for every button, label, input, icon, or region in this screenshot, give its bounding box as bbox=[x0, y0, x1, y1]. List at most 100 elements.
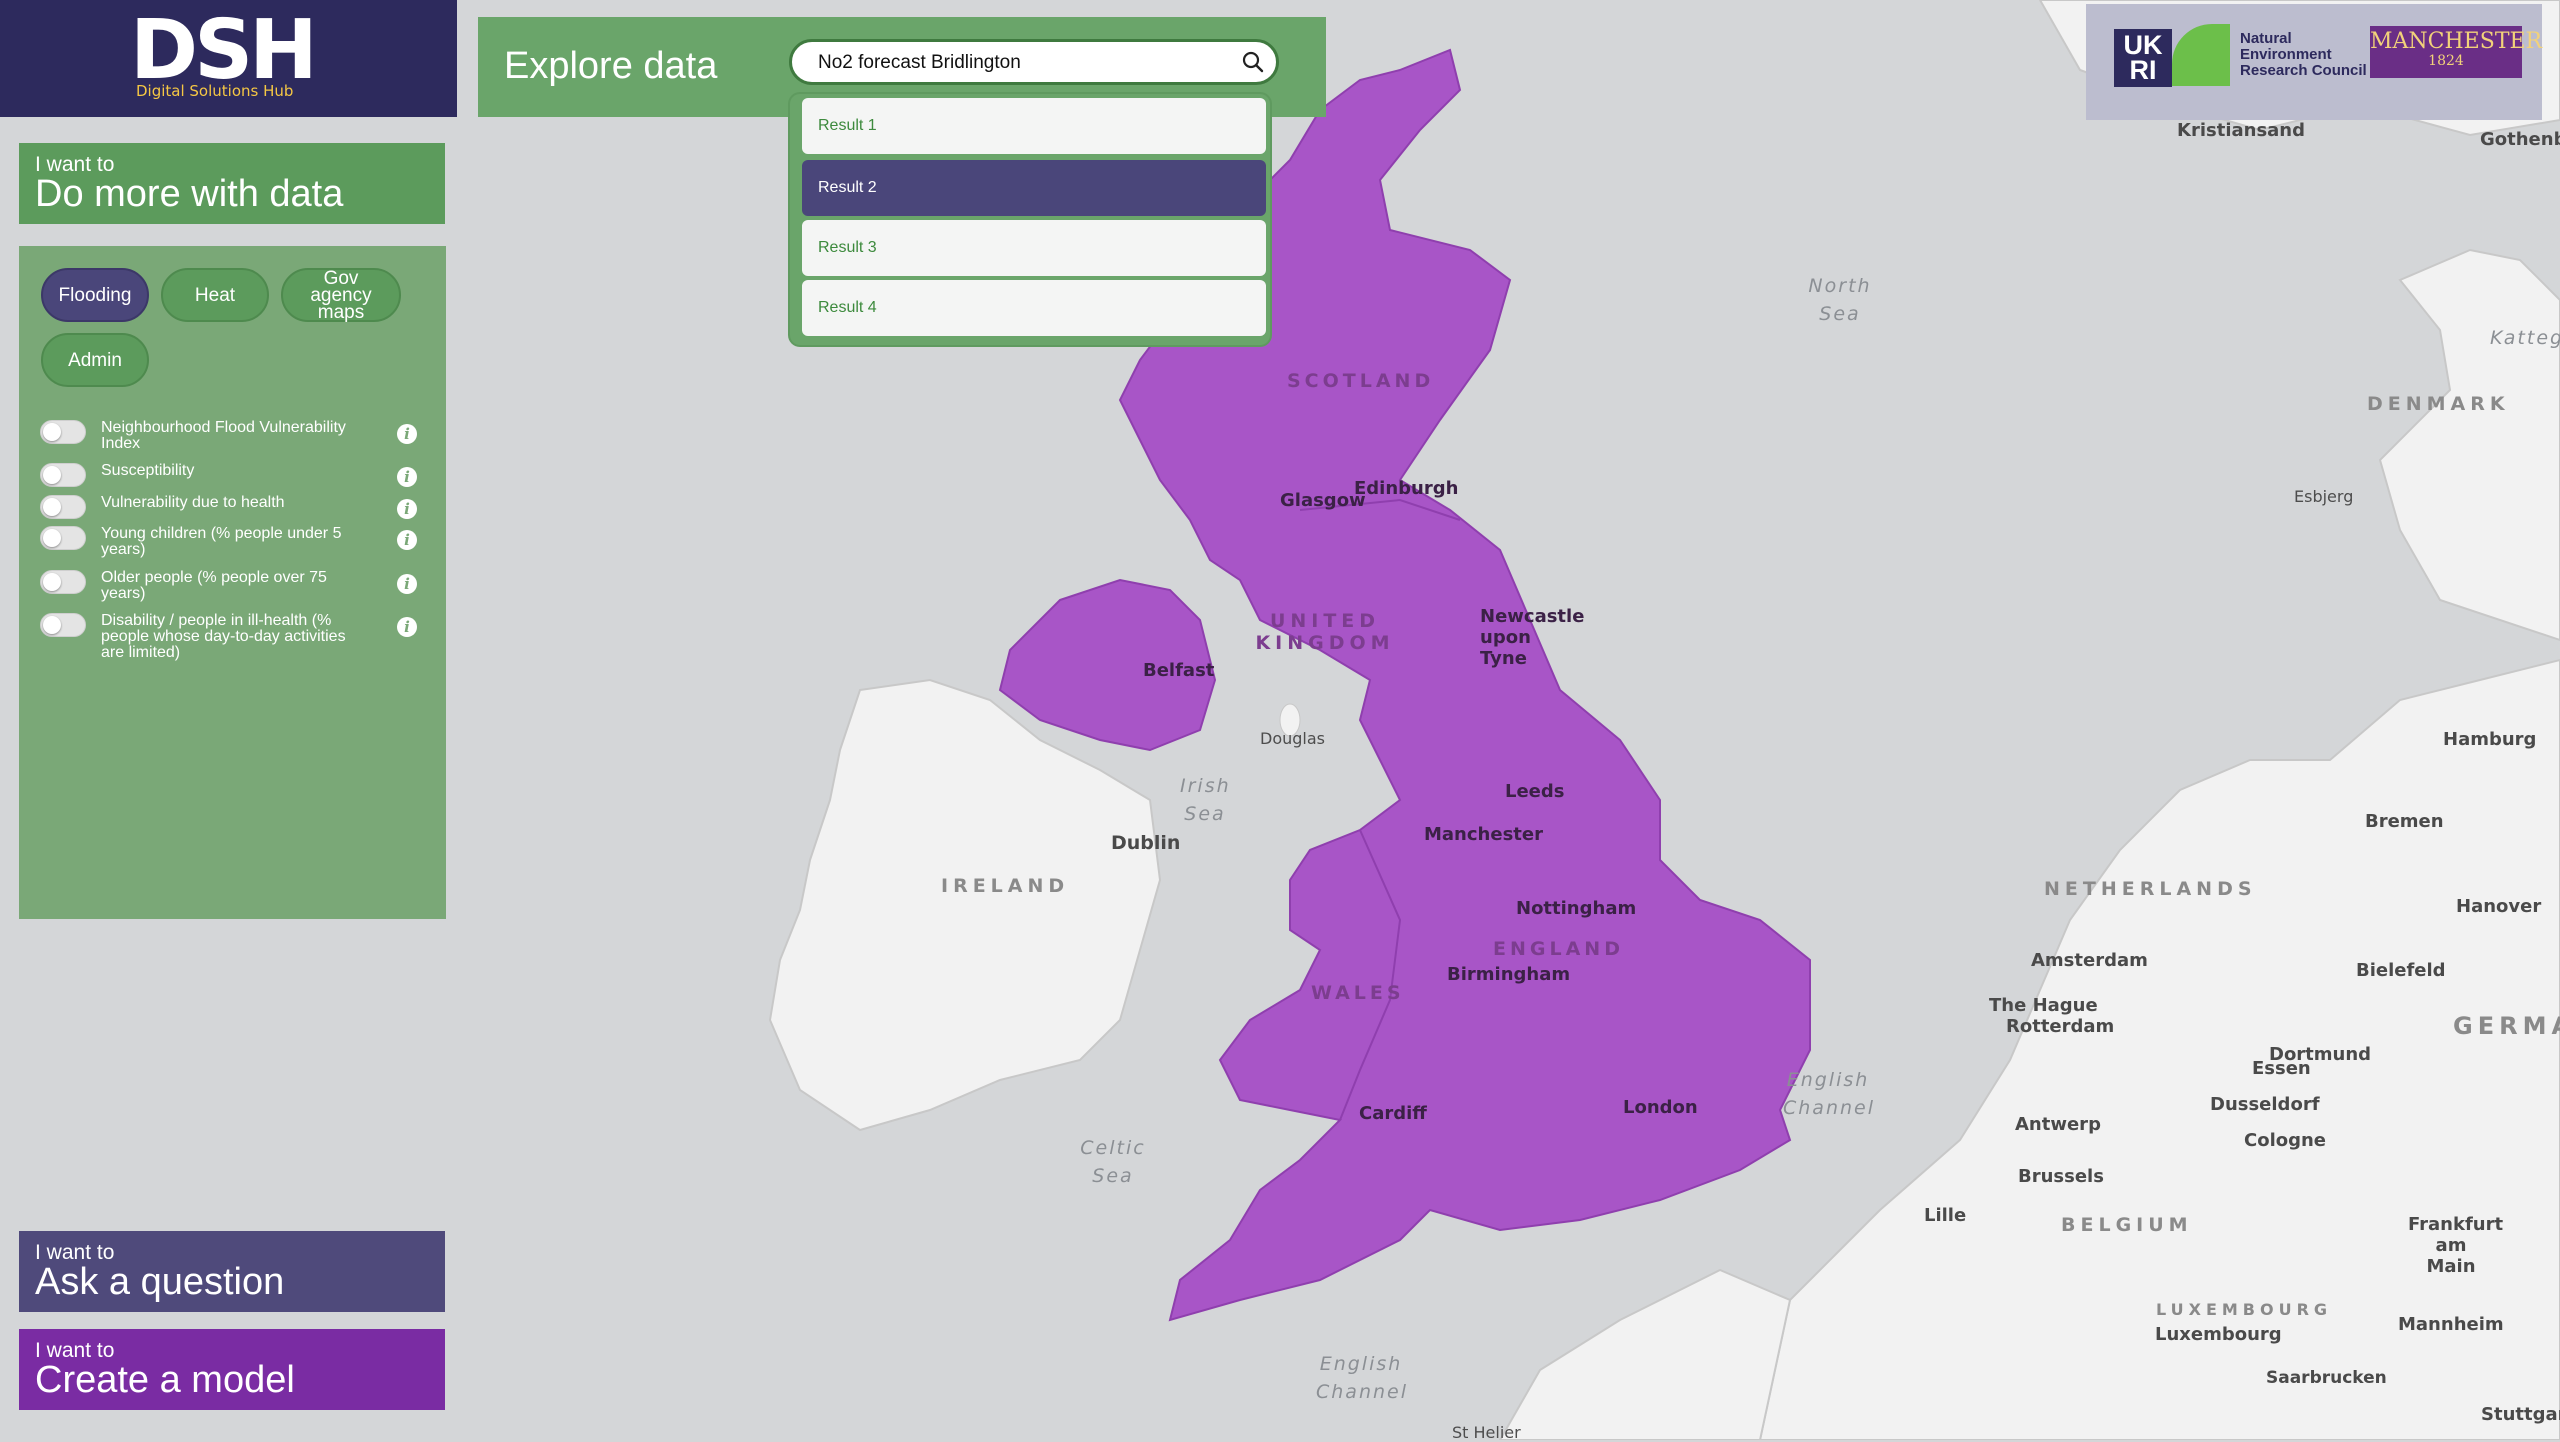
ask-label: Ask a question bbox=[35, 1261, 285, 1303]
category-chip-flooding[interactable]: Flooding bbox=[41, 268, 149, 322]
layer-toggle[interactable] bbox=[40, 526, 86, 550]
map-label-city: Birmingham bbox=[1447, 964, 1571, 985]
search-result-item[interactable]: Result 4 bbox=[802, 280, 1266, 336]
france-landmass bbox=[1498, 1268, 1792, 1440]
map-label-city: Manchester bbox=[1424, 824, 1543, 845]
map-label-sea: English Channel bbox=[1783, 1069, 1876, 1119]
scotland-england-border bbox=[1299, 498, 1461, 521]
map-label-city: Newcastle upon Tyne bbox=[1480, 606, 1585, 669]
search-result-item[interactable]: Result 1 bbox=[802, 98, 1266, 154]
map-label-city: Dublin bbox=[1111, 832, 1181, 854]
category-chip-heat[interactable]: Heat bbox=[161, 268, 269, 322]
map-label-city: London bbox=[1623, 1097, 1698, 1118]
search-box[interactable] bbox=[789, 39, 1279, 85]
map-label-city: Bremen bbox=[2365, 811, 2444, 832]
do-more-with-data-button[interactable]: I want to Do more with data bbox=[19, 143, 445, 224]
create-prefix: I want to bbox=[35, 1339, 115, 1362]
create-a-model-button[interactable]: I want to Create a model bbox=[19, 1329, 445, 1410]
map-label-city: Nottingham bbox=[1516, 898, 1637, 919]
map-label-city: Cardiff bbox=[1359, 1103, 1427, 1124]
do-more-prefix: I want to bbox=[35, 153, 115, 176]
search-input[interactable] bbox=[816, 42, 1240, 84]
search-result-item[interactable]: Result 3 bbox=[802, 220, 1266, 276]
partner-logos: UK RI Natural Environment Research Counc… bbox=[2086, 4, 2542, 120]
map-label-city: Dusseldorf bbox=[2210, 1094, 2320, 1115]
search-icon[interactable] bbox=[1242, 51, 1264, 73]
layer-toggle[interactable] bbox=[40, 495, 86, 519]
map-label-sea: Katteg bbox=[2490, 327, 2560, 349]
map-label-sea: English Channel bbox=[1316, 1353, 1409, 1403]
info-icon[interactable]: i bbox=[397, 574, 417, 594]
info-icon[interactable]: i bbox=[397, 530, 417, 550]
layer-toggle[interactable] bbox=[40, 420, 86, 444]
layer-label: Disability / people in ill-health (% peo… bbox=[101, 612, 346, 661]
logo-subtitle: Digital Solutions Hub bbox=[136, 82, 294, 100]
category-chip-admin[interactable]: Admin bbox=[41, 333, 149, 387]
map-label-city: Amsterdam bbox=[2031, 950, 2148, 971]
ask-prefix: I want to bbox=[35, 1241, 115, 1264]
map-label-region: WALES bbox=[1311, 982, 1405, 1004]
layers-panel: Flooding Heat Gov agency maps Admin bbox=[19, 246, 446, 919]
wales-england-border bbox=[1339, 829, 1402, 1121]
layer-toggle[interactable] bbox=[40, 463, 86, 487]
map-label-country: DENMARK bbox=[2367, 393, 2510, 415]
map-label-city: Esbjerg bbox=[2294, 487, 2354, 506]
isle-of-man-shape bbox=[1279, 703, 1301, 737]
map-label-country: BELGIUM bbox=[2061, 1214, 2193, 1236]
map-label-region: ENGLAND bbox=[1493, 938, 1624, 960]
map-label-city: Antwerp bbox=[2015, 1114, 2101, 1135]
layer-label: Susceptibility bbox=[101, 462, 195, 479]
info-icon[interactable]: i bbox=[397, 499, 417, 519]
info-icon[interactable]: i bbox=[397, 424, 417, 444]
create-label: Create a model bbox=[35, 1359, 295, 1401]
map-label-city: Gothenbu bbox=[2480, 129, 2560, 150]
category-chip-gov-agency-maps[interactable]: Gov agency maps bbox=[281, 268, 401, 322]
map-label-city: Hanover bbox=[2456, 896, 2542, 917]
explore-title: Explore data bbox=[504, 45, 718, 87]
map-label-city: Mannheim bbox=[2398, 1314, 2504, 1335]
denmark-landmass bbox=[2378, 248, 2560, 642]
map-label-country: GERMA bbox=[2453, 1012, 2560, 1040]
map-label-country: NETHERLANDS bbox=[2044, 878, 2257, 900]
map-label-city: Kristiansand bbox=[2177, 120, 2306, 141]
map-label-city: Essen bbox=[2252, 1058, 2311, 1079]
dsh-logo[interactable]: DSH Digital Solutions Hub bbox=[0, 0, 457, 117]
great-britain-shape bbox=[1118, 48, 1811, 1322]
layer-label: Young children (% people under 5 years) bbox=[101, 525, 342, 558]
map-label-city: Brussels bbox=[2018, 1166, 2104, 1187]
map-label-city: Stuttgart bbox=[2481, 1404, 2560, 1425]
layer-label: Neighbourhood Flood Vulnerability Index bbox=[101, 419, 346, 452]
layer-toggle[interactable] bbox=[40, 570, 86, 594]
map-label-city: Douglas bbox=[1260, 729, 1325, 748]
info-icon[interactable]: i bbox=[397, 617, 417, 637]
map-label-city: Rotterdam bbox=[2006, 1016, 2115, 1037]
map-label-country: LUXEMBOURG bbox=[2156, 1300, 2333, 1319]
map-label-sea: Celtic Sea bbox=[1080, 1137, 1146, 1187]
layer-toggle[interactable] bbox=[40, 613, 86, 637]
map-label-city: Frankfurt am Main bbox=[2408, 1214, 2504, 1277]
map-label-city: Saarbrucken bbox=[2266, 1368, 2387, 1388]
ukri-logo: UK RI bbox=[2114, 29, 2172, 87]
search-result-item[interactable]: Result 2 bbox=[802, 160, 1266, 216]
map-label-city: Bielefeld bbox=[2356, 960, 2446, 981]
logo-wordmark: DSH bbox=[130, 3, 318, 98]
ask-a-question-button[interactable]: I want to Ask a question bbox=[19, 1231, 445, 1312]
map-label-city: St Helier bbox=[1452, 1423, 1521, 1442]
map-label-sea: Irish Sea bbox=[1180, 775, 1231, 825]
map-label-city: Leeds bbox=[1505, 781, 1565, 802]
map-label-country: IRELAND bbox=[941, 875, 1070, 897]
do-more-label: Do more with data bbox=[35, 173, 344, 215]
search-results-dropdown: Result 1 Result 2 Result 3 Result 4 bbox=[790, 94, 1270, 345]
map-label-city: Luxembourg bbox=[2155, 1324, 2282, 1345]
manchester-logo-year: 1824 bbox=[2428, 53, 2464, 69]
map-label-city: Belfast bbox=[1143, 660, 1215, 681]
info-icon[interactable]: i bbox=[397, 467, 417, 487]
map-label-city: Dortmund bbox=[2269, 1044, 2372, 1065]
manchester-logo-text: MANCHESTER bbox=[2370, 29, 2543, 54]
map-label-city: The Hague bbox=[1989, 995, 2098, 1016]
layer-label: Vulnerability due to health bbox=[101, 494, 285, 511]
layer-label: Older people (% people over 75 years) bbox=[101, 569, 327, 602]
map-label-city: Cologne bbox=[2244, 1130, 2327, 1151]
